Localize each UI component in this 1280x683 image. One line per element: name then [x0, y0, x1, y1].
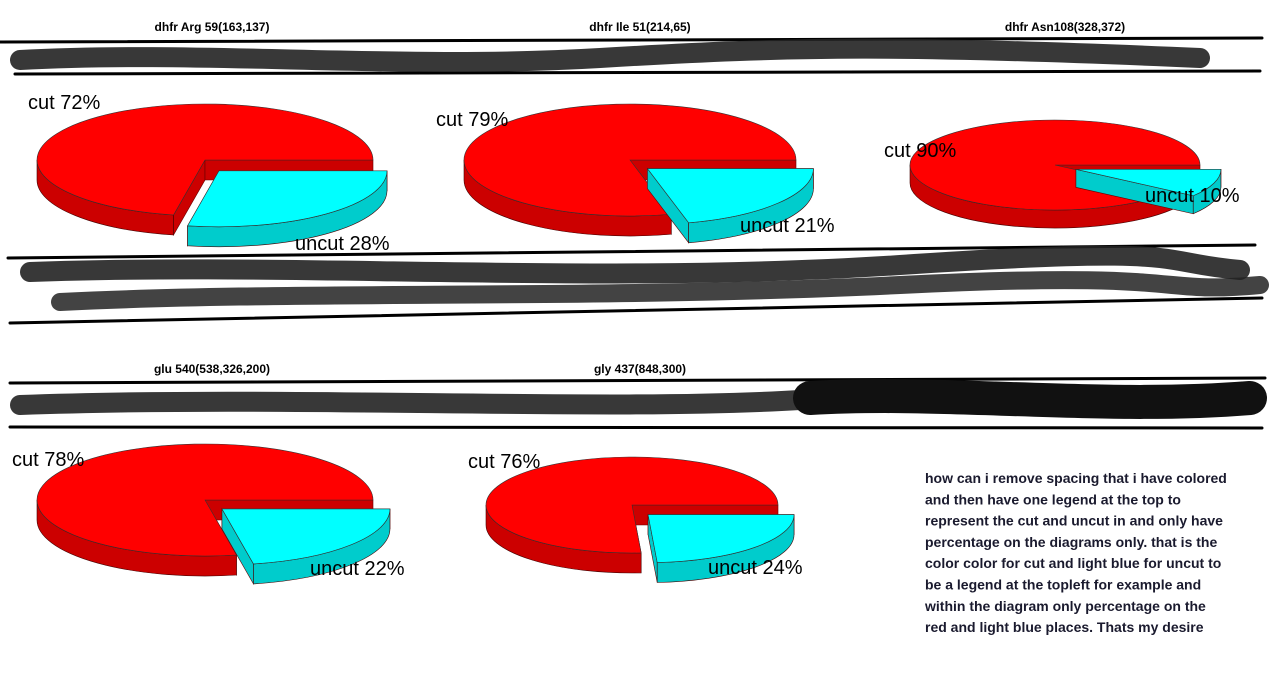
slice-top: [1075, 169, 1222, 197]
data-label: uncut 21%: [740, 215, 835, 237]
pie-chart: dhfr Arg 59(163,137) cut 72% uncut 28%: [28, 20, 390, 255]
data-label: cut 72%: [28, 92, 100, 114]
chart-title: dhfr Asn108(328,372): [1005, 20, 1125, 34]
note-line: be a legend at the topleft for example a…: [925, 577, 1201, 593]
note-line: how can i remove spacing that i have col…: [925, 470, 1227, 486]
slice-top: [36, 443, 374, 557]
data-label: cut 90%: [884, 140, 956, 162]
slice-top: [647, 514, 795, 563]
chart-title: glu 540(538,326,200): [154, 362, 270, 376]
data-label: uncut 24%: [708, 557, 803, 579]
pie-chart: gly 437(848,300) cut 76% uncut 24%: [468, 362, 803, 583]
note-line: within the diagram only percentage on th…: [924, 598, 1206, 614]
note-line: and then have one legend at the top to: [925, 491, 1181, 507]
slice-top: [36, 103, 374, 216]
note-line: red and light blue places. Thats my desi…: [925, 619, 1204, 635]
data-label: uncut 28%: [295, 233, 390, 255]
data-label: cut 76%: [468, 451, 540, 473]
slice-top: [485, 456, 779, 554]
pie-chart: dhfr Asn108(328,372) cut 90% uncut 10%: [884, 20, 1240, 229]
slice-top: [463, 103, 797, 217]
pie-chart: dhfr Ile 51(214,65) cut 79% uncut 21%: [436, 20, 835, 244]
data-label: uncut 22%: [310, 558, 405, 580]
chart-title: gly 437(848,300): [594, 362, 686, 376]
charts: dhfr Arg 59(163,137)cut 72%uncut 28%dhfr…: [12, 20, 1240, 586]
scribbles: [0, 36, 1269, 430]
note-line: percentage on the diagrams only. that is…: [925, 534, 1217, 550]
note-line: color color for cut and light blue for u…: [925, 555, 1221, 571]
slice-top: [187, 170, 388, 228]
note: how can i remove spacing that i have col…: [924, 470, 1227, 635]
note-line: represent the cut and uncut in and only …: [925, 513, 1223, 529]
slice-top: [221, 508, 391, 565]
data-label: cut 78%: [12, 449, 84, 471]
pie-chart: glu 540(538,326,200) cut 78% uncut 22%: [12, 362, 405, 586]
slice-top: [646, 168, 814, 224]
data-label: uncut 10%: [1145, 185, 1240, 207]
chart-title: dhfr Ile 51(214,65): [589, 20, 690, 34]
chart-title: dhfr Arg 59(163,137): [155, 20, 270, 34]
data-label: cut 79%: [436, 109, 508, 131]
